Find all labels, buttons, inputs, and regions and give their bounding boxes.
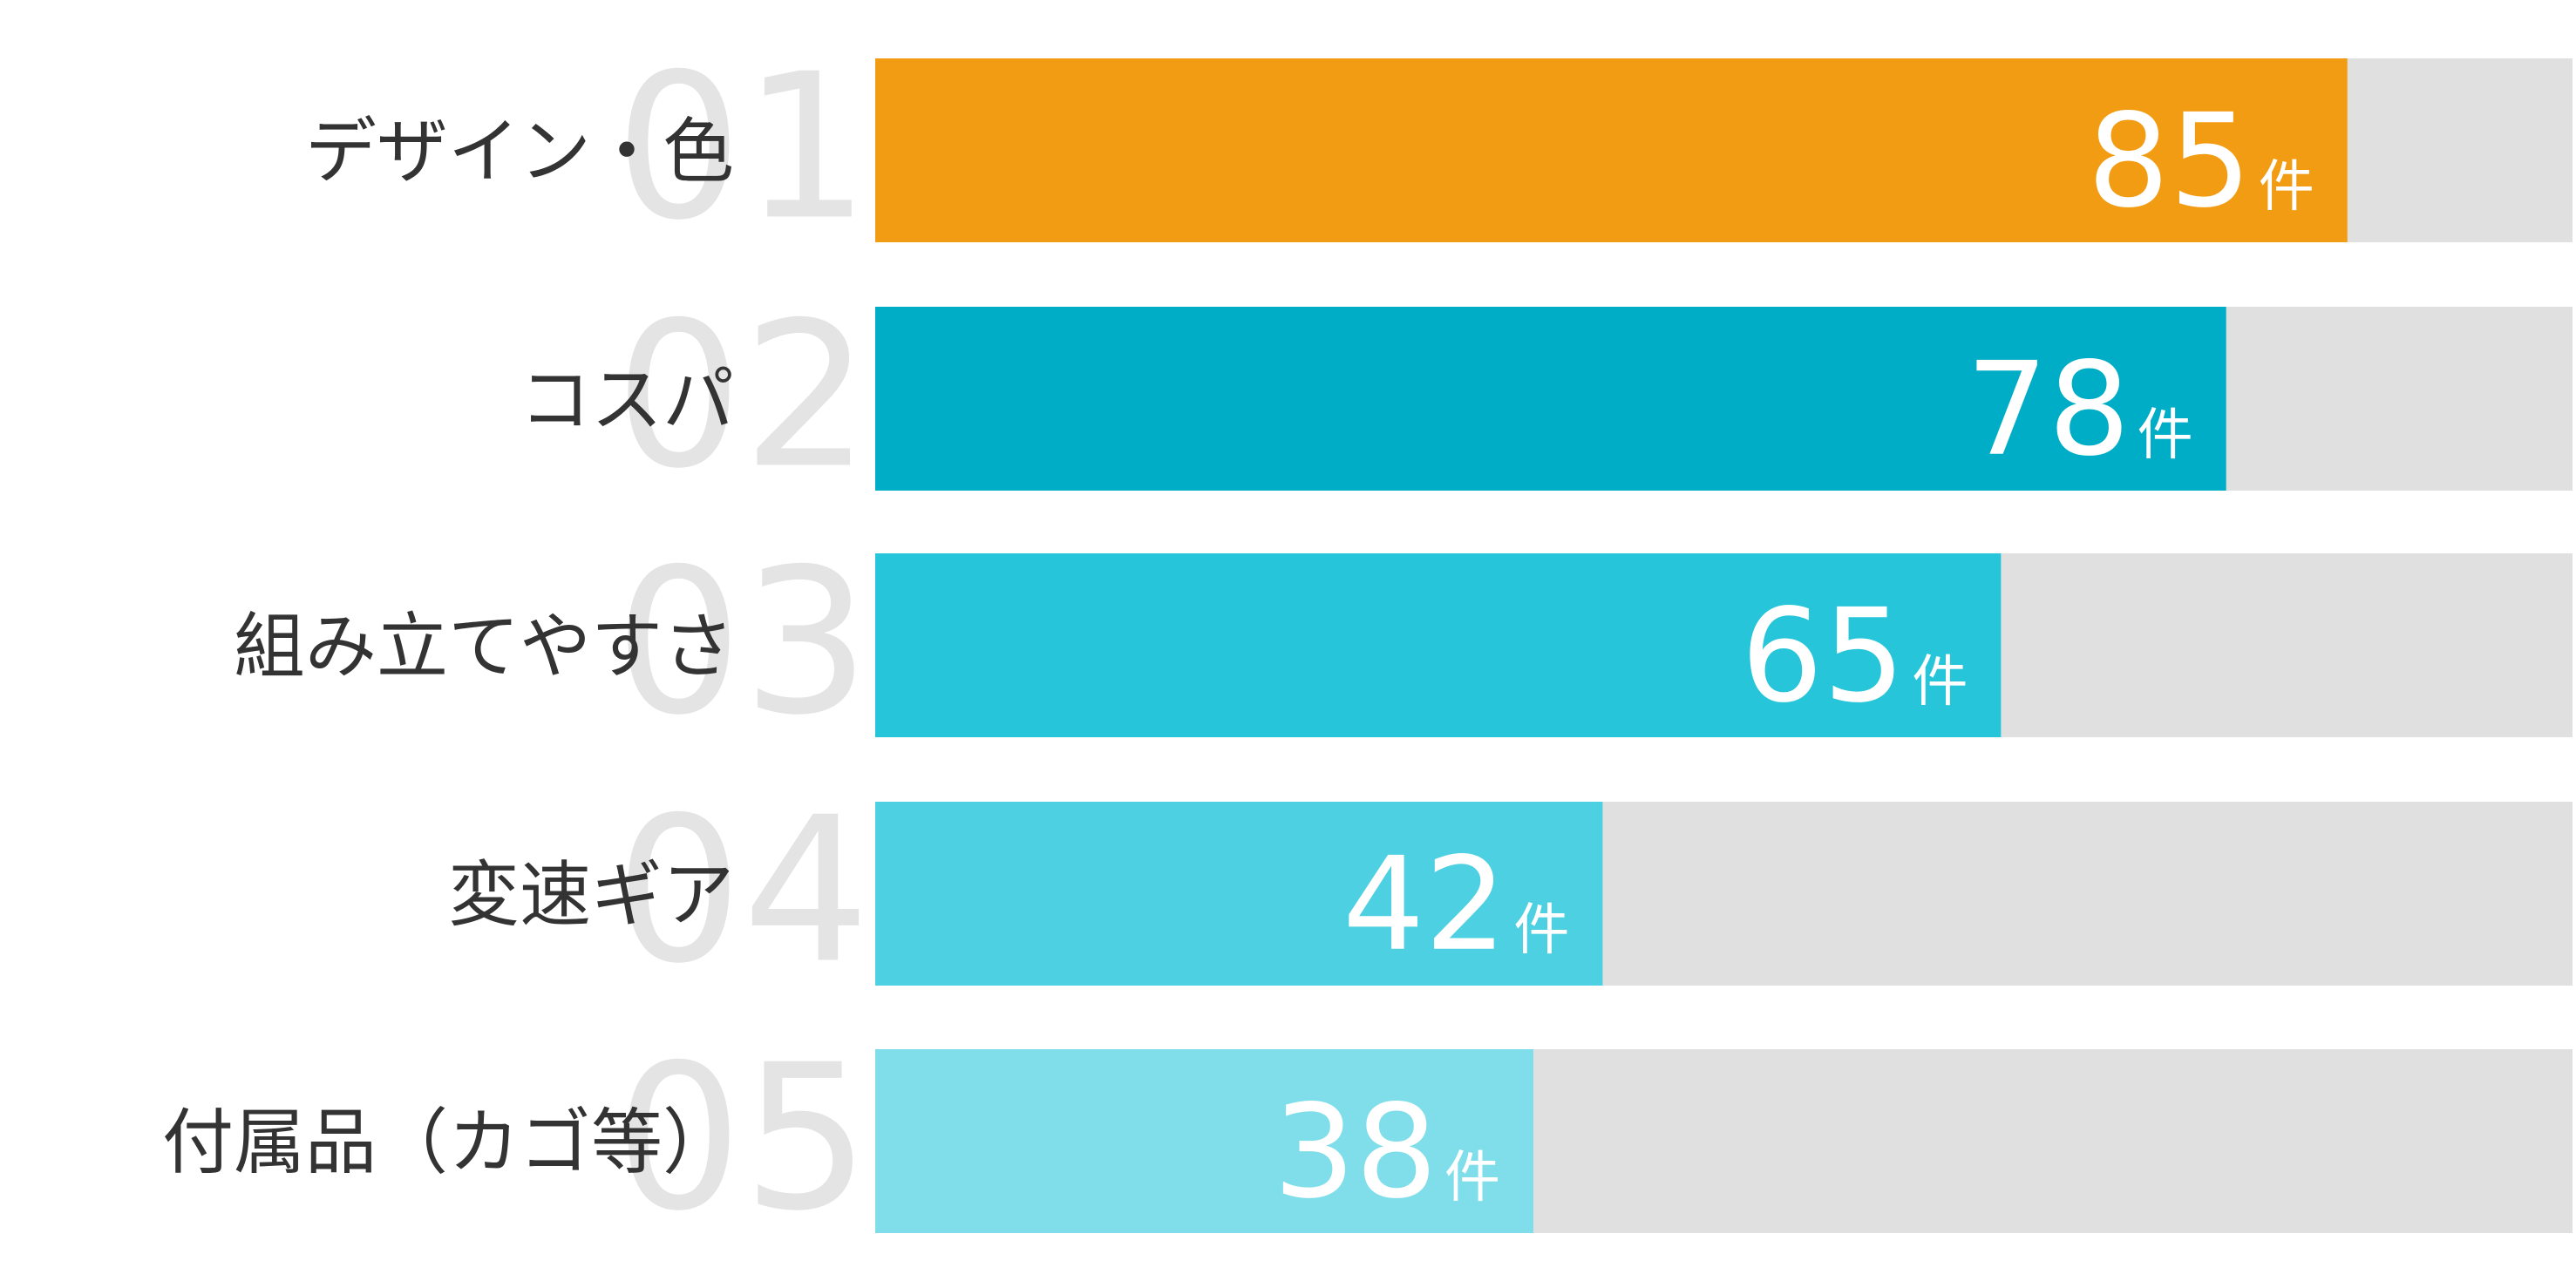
category-label: コスパ	[520, 359, 734, 442]
value-unit: 件	[2259, 155, 2314, 220]
rank-number: 04	[615, 775, 870, 1007]
value-label: 85 件	[2087, 86, 2314, 236]
bar	[875, 553, 2002, 737]
bar	[875, 307, 2226, 491]
value-number: 38	[1274, 1077, 1438, 1227]
value-unit: 件	[2138, 403, 2193, 468]
value-number: 78	[1966, 335, 2130, 485]
value-unit: 件	[1912, 650, 1968, 715]
category-label: 組み立てやすさ	[234, 606, 734, 688]
value-label: 78 件	[1966, 335, 2192, 485]
value-number: 65	[1741, 581, 1905, 731]
rank-number: 02	[615, 280, 870, 512]
bar	[875, 802, 1603, 986]
value-number: 42	[1342, 830, 1506, 979]
rank-number: 03	[615, 526, 870, 759]
value-label: 42 件	[1342, 830, 1569, 979]
rank-number: 01	[615, 31, 870, 264]
value-number: 85	[2087, 86, 2251, 236]
value-label: 65 件	[1741, 581, 1968, 731]
value-unit: 件	[1444, 1146, 1500, 1210]
category-label: 変速ギア	[448, 854, 734, 937]
bar	[875, 1049, 1533, 1233]
value-label: 38 件	[1274, 1077, 1500, 1227]
bar	[875, 58, 2348, 242]
rank-number: 05	[615, 1022, 870, 1255]
category-label: 付属品（カゴ等）	[162, 1101, 734, 1184]
value-unit: 件	[1513, 898, 1569, 963]
category-label: デザイン・色	[305, 111, 734, 193]
